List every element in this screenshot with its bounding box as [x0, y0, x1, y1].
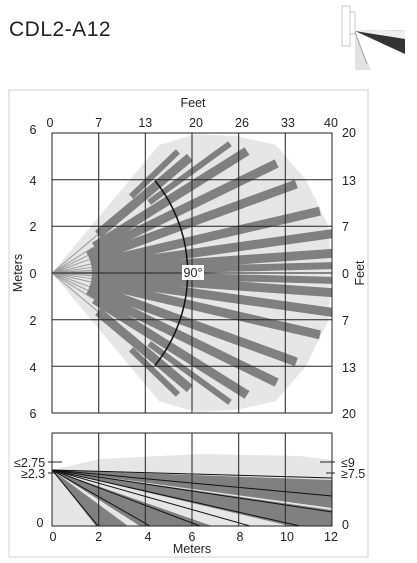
tick-meters-bottom: 12 [324, 530, 338, 544]
tick-feet-right: 20 [342, 407, 356, 421]
tick-meters-bottom: 6 [189, 530, 196, 544]
detection-beam [92, 147, 250, 251]
tick-meters-bottom: 4 [145, 530, 152, 544]
beam-origin-line [52, 272, 92, 283]
angle-label: 90° [184, 266, 203, 280]
detection-beam [89, 277, 321, 340]
side-beam-close [52, 470, 128, 526]
tick-meters-left: 4 [30, 361, 37, 375]
tick-feet-top: 40 [324, 116, 338, 130]
beam-origin-line [52, 258, 90, 274]
side-beam-near [52, 470, 212, 526]
tick-feet-right: 7 [342, 220, 349, 234]
top-axis-label: Feet [180, 96, 206, 110]
height-max-label-m: ≤2.75 [14, 456, 45, 470]
diagram-frame [8, 89, 369, 558]
detection-beam [92, 295, 250, 399]
tick-meters-left: 0 [30, 267, 37, 281]
tick-meters-left: 6 [30, 407, 37, 421]
tick-meters-bottom: 2 [95, 530, 102, 544]
tick-feet-top: 7 [95, 116, 102, 130]
tick-feet-top: 0 [47, 116, 54, 130]
tick-meters-bottom: 10 [280, 530, 294, 544]
detection-beam [95, 308, 193, 393]
detection-beam [90, 274, 332, 317]
beam-origin-line [52, 263, 92, 274]
tick-feet-top: 26 [235, 116, 249, 130]
detection-beam [95, 153, 193, 238]
top-grid [51, 132, 333, 414]
detection-beam [91, 271, 332, 298]
tick-feet-right: 13 [342, 361, 356, 375]
detection-beams [52, 141, 332, 405]
tick-feet-right: 7 [342, 314, 349, 328]
detection-beam [91, 248, 332, 275]
detection-beam [129, 347, 180, 397]
beam-origin-line [52, 246, 95, 274]
tick-feet-top: 13 [138, 116, 152, 130]
tick-meters-bottom: 0 [50, 530, 57, 544]
detection-beam [89, 206, 321, 269]
detection-beam [91, 262, 332, 276]
beam-origin-line [52, 272, 90, 288]
detection-beam [88, 179, 298, 264]
tick-meters-left: 2 [30, 314, 37, 328]
beam-origin-line [52, 272, 99, 312]
beam-origin-line [52, 272, 92, 280]
side-near-zone [52, 470, 76, 526]
tick-feet-right: 13 [342, 174, 356, 188]
detection-beam [90, 229, 332, 272]
height-max-label-ft: ≤9 [341, 456, 355, 470]
height-min-label-ft: ≥7.5 [341, 467, 365, 481]
top-view: 90° Feet Meters Feet 0 7 13 20 26 33 40 … [11, 96, 367, 421]
right-axis-label: Feet [353, 260, 367, 286]
detection-beam [85, 159, 279, 260]
beam-origin-line [52, 272, 89, 291]
beam-origin-line [52, 255, 89, 274]
detection-beam [147, 341, 232, 405]
tick-meters-left: 2 [30, 220, 37, 234]
detection-beam [147, 141, 232, 205]
tick-meters-left: 6 [30, 123, 37, 137]
product-title: CDL2-A12 [9, 18, 112, 41]
height-zero-label-m: 0 [37, 516, 44, 530]
tick-meters-bottom: 8 [237, 530, 244, 544]
detection-beam [129, 149, 180, 199]
detection-beam [85, 286, 279, 387]
side-grid [48, 432, 335, 527]
detection-beam [88, 282, 298, 367]
sensor-mounting-icon [341, 5, 405, 70]
bottom-axis-label: Meters [173, 542, 211, 556]
tick-feet-right: 0 [342, 267, 349, 281]
beam-origin-line [52, 234, 99, 274]
tick-feet-right: 20 [342, 126, 356, 140]
side-view: ≤2.75 ≥2.3 0 ≤9 ≥7.5 0 0 2 4 6 8 10 12 M… [14, 432, 365, 556]
height-min-label-m: ≥2.3 [21, 467, 45, 481]
height-zero-label-ft: 0 [342, 518, 349, 532]
tick-feet-top: 20 [189, 116, 203, 130]
tick-feet-top: 33 [281, 116, 295, 130]
tick-meters-left: 4 [30, 174, 37, 188]
beam-origin-line [52, 272, 95, 300]
left-axis-label: Meters [11, 254, 25, 292]
